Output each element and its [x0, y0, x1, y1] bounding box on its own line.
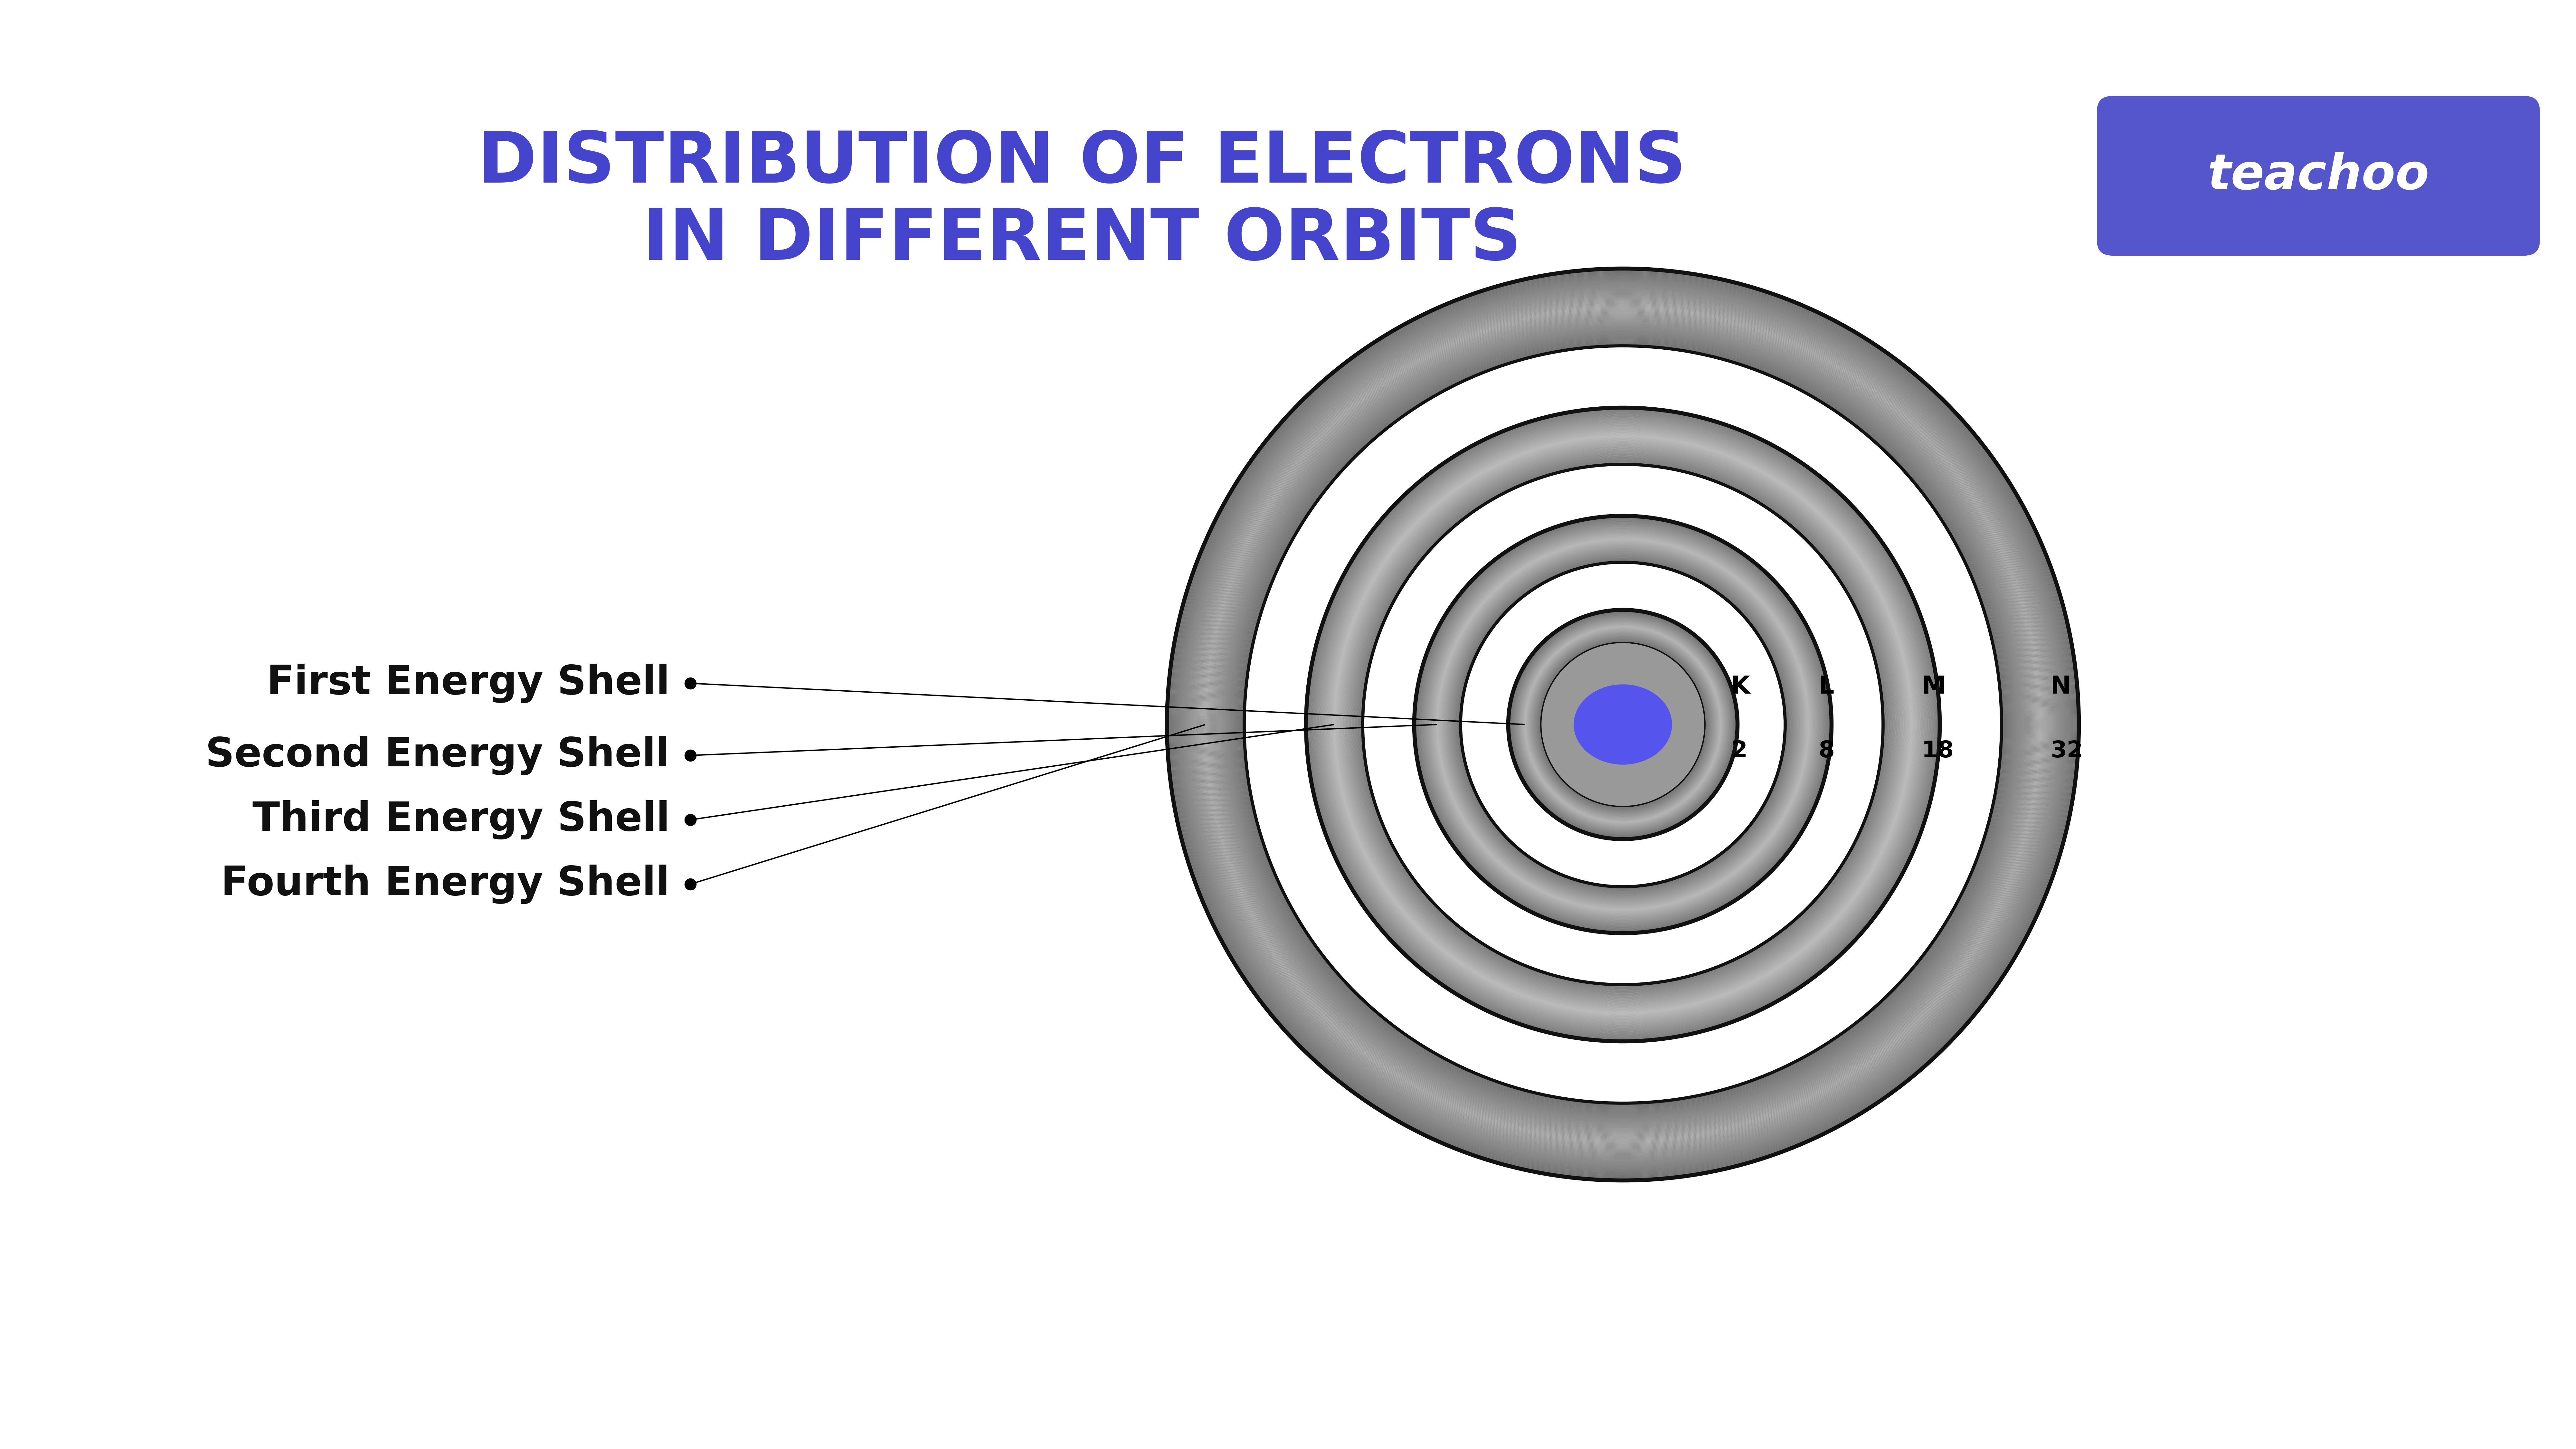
Circle shape [1540, 643, 1705, 806]
Text: 32: 32 [2050, 740, 2084, 762]
Circle shape [1167, 268, 2079, 1181]
Text: N: N [2050, 675, 2071, 698]
Text: IN DIFFERENT ORBITS: IN DIFFERENT ORBITS [641, 206, 1522, 275]
FancyBboxPatch shape [2097, 96, 2540, 255]
Text: 8: 8 [1819, 740, 1834, 762]
Circle shape [1461, 562, 1785, 887]
Text: K: K [1731, 675, 1749, 698]
Ellipse shape [1574, 684, 1672, 765]
Circle shape [1540, 643, 1705, 806]
Text: L: L [1819, 675, 1834, 698]
Text: Second Energy Shell: Second Energy Shell [206, 736, 670, 775]
Text: teachoo: teachoo [2208, 152, 2429, 200]
Circle shape [1244, 346, 2002, 1103]
Text: 2: 2 [1731, 740, 1747, 762]
Text: First Energy Shell: First Energy Shell [265, 664, 670, 703]
Text: DISTRIBUTION OF ELECTRONS: DISTRIBUTION OF ELECTRONS [477, 129, 1687, 197]
Text: 18: 18 [1922, 740, 1955, 762]
Text: M: M [1922, 675, 1947, 698]
Text: Fourth Energy Shell: Fourth Energy Shell [222, 865, 670, 904]
Circle shape [1363, 464, 1883, 985]
Text: Third Energy Shell: Third Energy Shell [252, 800, 670, 839]
